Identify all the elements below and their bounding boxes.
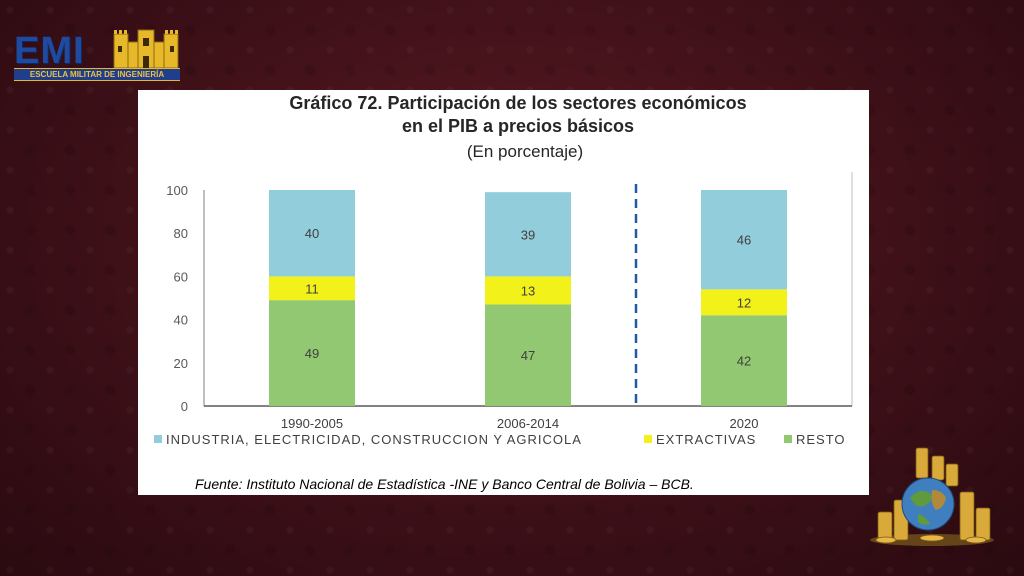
data-label: 42 [737,354,751,369]
y-tick-label: 20 [174,356,188,371]
y-tick-label: 0 [181,399,188,414]
legend-label: RESTO [796,432,846,447]
stacked-bar-chart: 0 20 40 60 80 100 49 11 40 1990-2005 47 13 39 2006-20… [154,172,853,447]
data-label: 39 [521,227,535,242]
chart-title-line-2: en el PIB a precios básicos [401,116,635,136]
bar-segment [701,190,787,290]
legend-label: INDUSTRIA, ELECTRICIDAD, CONSTRUCCION Y … [166,432,582,447]
emi-logo: EMI ESCUELA MILITAR DE INGENIERÍA [14,28,180,81]
chart-subtitle: (En porcentaje) [466,142,584,161]
x-tick-label: 2006-2014 [497,416,559,431]
legend-label: EXTRACTIVAS [656,432,756,447]
x-tick-label: 1990-2005 [281,416,343,431]
x-tick-label: 2020 [730,416,759,431]
chart-title: Gráfico 72. Participación de los sectore… [138,92,898,138]
bar-segment [269,276,355,301]
chart-card: Gráfico 72. Participación de los sectore… [138,90,869,495]
bar-segment [269,300,355,406]
bar-segment [701,315,787,406]
source-note: Fuente: Instituto Nacional de Estadístic… [195,476,694,492]
bar-segment [269,190,355,277]
data-label: 13 [521,283,535,298]
data-label: 12 [737,295,751,310]
chart-title-line-1: Gráfico 72. Participación de los sectore… [289,93,747,113]
bar-segment [701,289,787,316]
legend-swatch [154,435,162,443]
bar-segment [485,304,571,406]
y-tick-label: 60 [174,269,188,284]
bar-segment [485,192,571,277]
data-label: 46 [737,233,751,248]
castle-icon [113,29,179,68]
logo-text: EMI [14,30,85,72]
logo-subtext: ESCUELA MILITAR DE INGENIERÍA [14,68,180,81]
y-tick-label: 100 [166,183,188,198]
data-label: 47 [521,348,535,363]
bar-segment [485,276,571,305]
data-label: 11 [305,281,319,296]
coins-globe-icon [870,447,994,546]
legend-swatch [644,435,652,443]
y-tick-label: 40 [174,313,188,328]
legend-swatch [784,435,792,443]
y-tick-label: 80 [174,226,188,241]
data-label: 40 [305,226,319,241]
data-label: 49 [305,346,319,361]
